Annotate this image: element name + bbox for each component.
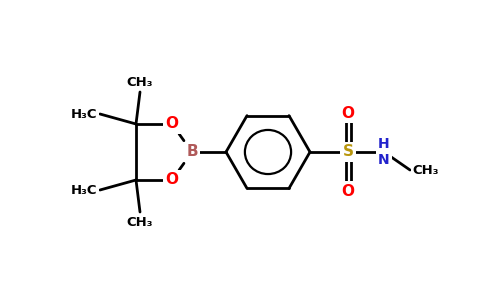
Text: O: O (166, 172, 179, 188)
Text: O: O (166, 116, 179, 131)
Text: CH₃: CH₃ (127, 76, 153, 88)
Text: H₃C: H₃C (71, 184, 97, 196)
Text: S: S (343, 145, 353, 160)
Text: O: O (342, 184, 354, 199)
Text: B: B (186, 145, 198, 160)
Text: CH₃: CH₃ (413, 164, 439, 176)
Text: O: O (342, 106, 354, 121)
Text: H
N: H N (378, 137, 390, 167)
Text: CH₃: CH₃ (127, 215, 153, 229)
Text: H₃C: H₃C (71, 107, 97, 121)
